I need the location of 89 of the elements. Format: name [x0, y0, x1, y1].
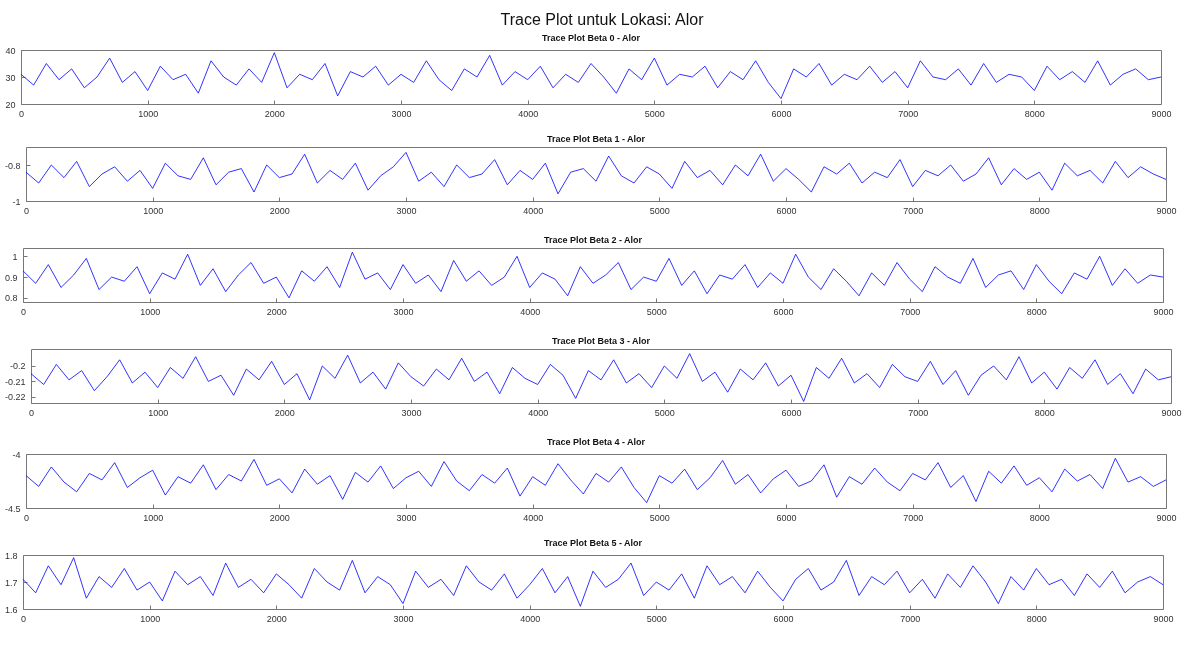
x-tick-label: 8000: [1024, 108, 1045, 119]
x-tick-label: 5000: [649, 512, 670, 523]
x-tick-label: 2000: [264, 108, 285, 119]
x-tick-label: 2000: [266, 613, 287, 624]
line-series: [22, 557, 1164, 607]
x-tick-label: 9000: [1153, 613, 1174, 624]
y-tick-label: -0.2: [9, 361, 26, 372]
x-tick-label: 9000: [1161, 407, 1182, 418]
x-tick-label: 0: [28, 407, 35, 418]
chart-subtitle: Trace Plot Beta 0 - Alor: [541, 33, 641, 43]
x-tick-label: 3000: [393, 306, 414, 317]
chart-title: Trace Plot untuk Lokasi: Alor: [499, 10, 705, 30]
x-tick-label: 7000: [898, 108, 919, 119]
y-tick-label: -0.8: [4, 160, 21, 171]
x-tick-label: 1000: [148, 407, 169, 418]
line-series: [22, 251, 1164, 299]
x-tick-label: 6000: [781, 407, 802, 418]
x-tick-label: 0: [23, 512, 30, 523]
x-tick-label: 9000: [1156, 205, 1177, 216]
y-tick-label: 30: [5, 72, 16, 83]
x-tick-label: 9000: [1151, 108, 1172, 119]
x-tick-label: 1000: [140, 613, 161, 624]
x-tick-label: 1000: [143, 512, 164, 523]
y-tick-label: 1.8: [4, 550, 18, 561]
line-series: [25, 457, 1167, 503]
x-tick-label: 6000: [773, 613, 794, 624]
x-tick-label: 5000: [649, 205, 670, 216]
y-tick-label: -4.5: [4, 503, 21, 514]
chart-title: Trace Plot Beta 5 - Alor: [543, 538, 643, 548]
x-tick-label: 3000: [391, 108, 412, 119]
chart-title: Trace Plot Beta 2 - Alor: [543, 235, 643, 245]
y-tick-label: 1.6: [4, 604, 18, 615]
x-tick-label: 1000: [143, 205, 164, 216]
x-tick-label: 8000: [1029, 205, 1050, 216]
y-tick-label: 0.8: [4, 293, 18, 304]
x-tick-label: 1000: [140, 306, 161, 317]
x-tick-label: 4000: [518, 108, 539, 119]
chart-title: Trace Plot Beta 4 - Alor: [546, 437, 646, 447]
x-tick-label: 8000: [1034, 407, 1055, 418]
y-tick-label: 40: [5, 45, 16, 56]
x-tick-label: 4000: [520, 613, 541, 624]
x-tick-label: 7000: [900, 613, 921, 624]
y-tick-label: 0.9: [4, 272, 18, 283]
x-tick-label: 2000: [269, 512, 290, 523]
y-tick-label: -4: [12, 449, 21, 460]
x-tick-label: 7000: [903, 205, 924, 216]
x-tick-label: 6000: [773, 306, 794, 317]
x-tick-label: 6000: [776, 512, 797, 523]
y-tick-label: 1: [12, 251, 18, 262]
x-tick-label: 8000: [1026, 306, 1047, 317]
x-tick-label: 2000: [274, 407, 295, 418]
x-tick-label: 3000: [396, 205, 417, 216]
x-tick-label: 1000: [138, 108, 159, 119]
y-tick-label: -1: [12, 196, 21, 207]
x-tick-label: 7000: [900, 306, 921, 317]
y-tick-label: 1.7: [4, 577, 18, 588]
line-series: [25, 152, 1167, 195]
y-tick-label: -0.22: [4, 392, 26, 403]
x-tick-label: 0: [23, 205, 30, 216]
x-tick-label: 4000: [523, 205, 544, 216]
x-tick-label: 9000: [1156, 512, 1177, 523]
x-tick-label: 4000: [528, 407, 549, 418]
x-tick-label: 5000: [644, 108, 665, 119]
x-tick-label: 7000: [908, 407, 929, 418]
x-tick-label: 4000: [520, 306, 541, 317]
x-tick-label: 0: [20, 613, 27, 624]
x-tick-label: 5000: [654, 407, 675, 418]
line-series: [20, 52, 1162, 99]
x-tick-label: 8000: [1029, 512, 1050, 523]
x-tick-label: 6000: [776, 205, 797, 216]
chart-title: Trace Plot Beta 3 - Alor: [551, 336, 651, 346]
x-tick-label: 3000: [393, 613, 414, 624]
x-tick-label: 6000: [771, 108, 792, 119]
line-series: [30, 353, 1172, 402]
y-tick-label: 20: [5, 99, 16, 110]
x-tick-label: 5000: [646, 306, 667, 317]
x-tick-label: 2000: [269, 205, 290, 216]
x-tick-label: 5000: [646, 613, 667, 624]
x-tick-label: 9000: [1153, 306, 1174, 317]
x-tick-label: 0: [20, 306, 27, 317]
x-tick-label: 8000: [1026, 613, 1047, 624]
x-tick-label: 3000: [396, 512, 417, 523]
x-tick-label: 0: [18, 108, 25, 119]
x-tick-label: 2000: [266, 306, 287, 317]
chart-title: Trace Plot Beta 1 - Alor: [546, 134, 646, 144]
y-tick-label: -0.21: [4, 376, 26, 387]
x-tick-label: 4000: [523, 512, 544, 523]
x-tick-label: 3000: [401, 407, 422, 418]
x-tick-label: 7000: [903, 512, 924, 523]
